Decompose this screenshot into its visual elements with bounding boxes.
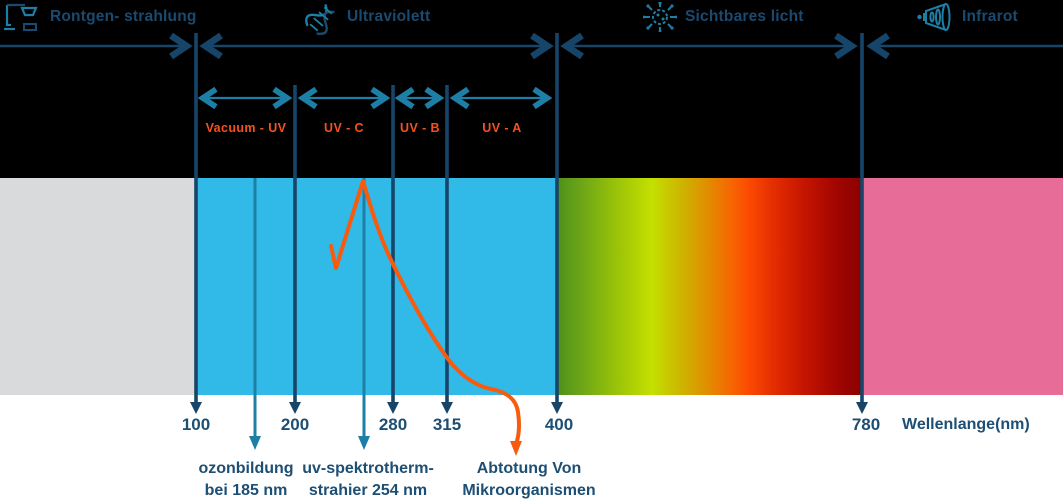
annotation-pointer-arrowheads — [249, 436, 370, 450]
tick-400: 400 — [544, 415, 574, 434]
section-label: Rontgen- strahlung — [50, 8, 197, 25]
band-infrared — [862, 178, 1063, 395]
section-title-infrarot: Infrarot — [914, 2, 1018, 32]
section-label: Sichtbares licht — [685, 8, 804, 25]
annotation-line: Abtotung Von — [476, 460, 582, 477]
band-visible-spectrum — [557, 178, 862, 395]
tick-315: 315 — [432, 415, 462, 434]
annotation-line: Mikroorganismen — [462, 482, 596, 499]
speaker-icon — [917, 3, 951, 31]
tick-200: 200 — [280, 415, 310, 434]
axis-unit-label: Wellenlange(nm) — [902, 416, 1030, 433]
microbe-icon — [643, 2, 677, 32]
section-label: Ultraviolett — [347, 8, 431, 25]
annotation-line: strahier 254 nm — [308, 482, 428, 499]
annotation-ozone: ozonbildung bei 185 nm — [198, 458, 293, 501]
subband-label-uv-c: UV - C — [324, 121, 364, 135]
section-title-ultraviolett: Ultraviolett — [303, 2, 430, 36]
dna-icon — [305, 4, 335, 36]
tick-780: 780 — [851, 415, 881, 434]
uv-effectiveness-curve — [329, 179, 522, 456]
band-xray — [0, 178, 196, 395]
tick-100: 100 — [181, 415, 211, 434]
curve-arrowhead — [510, 441, 522, 456]
xray-machine-icon — [4, 3, 38, 31]
subband-label-uv-b: UV - B — [400, 121, 440, 135]
section-title-sichtbares-licht: Sichtbares licht — [643, 2, 804, 32]
annotation-uv-spektrotherm: uv-spektrotherm- strahier 254 nm — [302, 458, 434, 501]
section-label: Infrarot — [962, 8, 1018, 25]
annotation-line: ozonbildung — [198, 460, 294, 477]
annotation-pointer-lines — [253, 178, 366, 438]
boundary-arrowheads — [190, 402, 868, 414]
annotation-abtotung: Abtotung Von Mikroorganismen — [462, 458, 595, 501]
annotation-line: uv-spektrotherm- — [302, 460, 434, 477]
subband-label-uv-a: UV - A — [482, 121, 522, 135]
wavelength-boundary-lines — [194, 33, 864, 403]
annotation-line: bei 185 nm — [204, 482, 288, 499]
tick-280: 280 — [378, 415, 408, 434]
subband-label-vacuum-uv: Vacuum - UV — [205, 121, 287, 135]
section-title-rontgen: Rontgen- strahlung — [2, 2, 197, 34]
